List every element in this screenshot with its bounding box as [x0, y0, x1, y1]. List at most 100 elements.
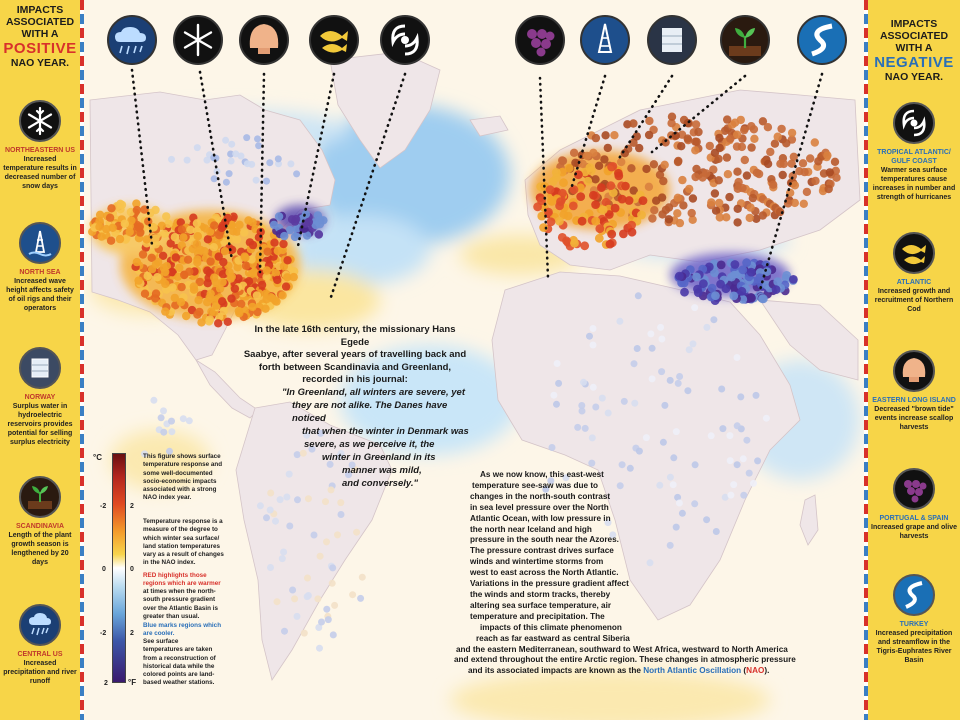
station-dot — [314, 595, 322, 603]
station-dot — [745, 213, 754, 223]
station-dot — [255, 142, 263, 150]
station-dot — [256, 502, 264, 510]
station-dot — [692, 164, 701, 174]
station-dot — [617, 157, 626, 167]
station-dot — [559, 210, 569, 220]
station-dot — [301, 210, 311, 219]
station-dot — [206, 227, 215, 236]
station-dot — [183, 255, 193, 264]
top-icon-row — [107, 15, 847, 65]
station-dot — [719, 425, 727, 433]
station-dot — [132, 205, 142, 215]
station-dot — [179, 415, 187, 423]
river-icon — [797, 15, 847, 65]
station-dot — [291, 214, 301, 224]
station-dot — [193, 144, 201, 152]
station-dot — [830, 157, 840, 166]
station-dot — [669, 481, 677, 489]
station-dot — [755, 273, 765, 282]
leader-north-sea — [570, 74, 607, 188]
station-dot — [240, 228, 249, 237]
station-dot — [327, 486, 335, 494]
station-dot — [205, 293, 214, 302]
station-dot — [234, 306, 244, 316]
station-dot — [661, 138, 670, 147]
legend-tick: 0 — [102, 566, 106, 573]
station-dot — [733, 354, 741, 361]
station-dot — [674, 379, 682, 387]
station-dot — [168, 155, 175, 163]
station-dot — [290, 232, 300, 242]
station-dot — [225, 170, 233, 178]
station-dot — [616, 482, 624, 490]
station-dot — [167, 267, 176, 277]
station-dot — [637, 210, 646, 220]
station-dot — [691, 172, 700, 182]
station-dot — [729, 291, 739, 301]
station-dot — [281, 282, 291, 291]
station-dot — [151, 289, 161, 298]
station-dot — [609, 531, 617, 539]
legend-tick: 2 — [104, 680, 108, 687]
station-dot — [711, 291, 720, 301]
station-dot — [752, 168, 762, 177]
station-dot — [151, 234, 160, 243]
station-dot — [195, 277, 204, 287]
weather-station-dots — [88, 112, 841, 652]
station-dot — [195, 307, 204, 317]
station-dot — [629, 138, 638, 147]
station-dot — [151, 260, 161, 269]
station-dot — [203, 279, 212, 288]
station-dot — [710, 316, 718, 324]
station-dot — [691, 461, 699, 469]
station-dot — [175, 263, 184, 272]
station-dot — [168, 283, 177, 292]
oil-rig-icon — [19, 222, 61, 264]
station-dot — [740, 125, 749, 135]
station-dot — [326, 460, 334, 468]
station-dot — [299, 449, 307, 457]
station-dot — [578, 402, 586, 409]
station-dot — [675, 499, 683, 507]
station-dot — [210, 221, 219, 230]
station-dot — [666, 541, 674, 549]
station-dot — [314, 230, 324, 239]
station-dot — [601, 197, 611, 207]
station-dot — [576, 192, 586, 202]
station-dot — [771, 285, 781, 294]
station-dot — [228, 227, 238, 236]
station-dot — [200, 247, 209, 256]
station-dot — [644, 130, 654, 140]
station-dot — [714, 154, 723, 164]
station-dot — [161, 267, 170, 277]
station-dot — [747, 143, 756, 152]
station-dot — [691, 304, 699, 312]
station-dot — [718, 385, 726, 393]
legend-para-blue: Blue marks regions which are cooler. — [143, 622, 222, 638]
station-dot — [773, 132, 782, 141]
madagascar — [799, 494, 819, 546]
station-dot — [568, 201, 578, 211]
station-dot — [591, 216, 601, 226]
station-dot — [581, 424, 589, 432]
station-dot — [279, 239, 288, 249]
station-dot — [683, 134, 692, 143]
station-dot — [673, 157, 683, 167]
station-dot — [564, 163, 574, 173]
station-dot — [766, 147, 775, 157]
station-dot — [168, 417, 175, 425]
station-dot — [318, 618, 325, 626]
station-dot — [578, 407, 586, 415]
station-dot — [95, 210, 105, 219]
station-dot — [275, 160, 282, 168]
station-dot — [266, 159, 274, 167]
station-dot — [293, 451, 301, 459]
station-dot — [334, 531, 341, 539]
station-dot — [685, 184, 694, 194]
station-dot — [606, 181, 616, 191]
station-dot — [763, 159, 773, 169]
station-dot — [348, 461, 356, 469]
station-dot — [605, 239, 615, 249]
station-dot — [192, 219, 202, 228]
station-dot — [811, 176, 820, 186]
